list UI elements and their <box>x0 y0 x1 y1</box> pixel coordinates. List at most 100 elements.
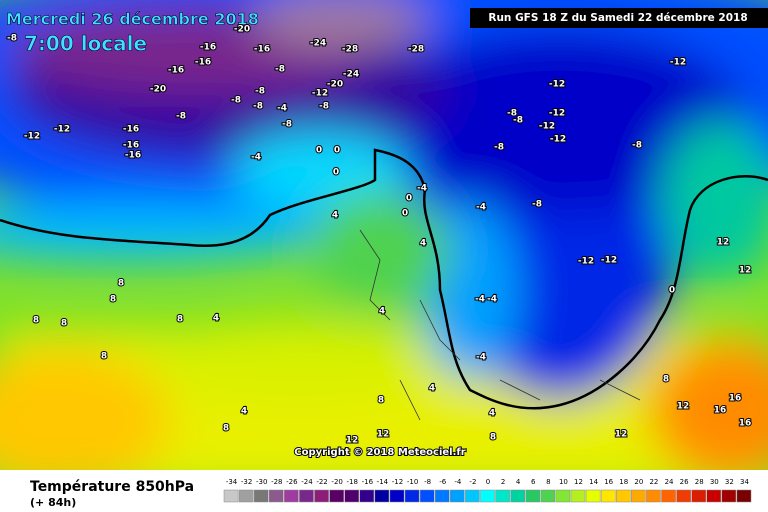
map-field <box>0 0 768 470</box>
scale-swatch <box>736 489 752 503</box>
contour-label: 8 <box>101 352 107 362</box>
contour-label: 8 <box>223 424 229 434</box>
contour-label: -20 <box>150 85 166 95</box>
contour-label: 0 <box>402 209 408 219</box>
scale-label: 10 <box>559 478 568 486</box>
contour-label: -8 <box>275 65 285 75</box>
scale-label: -6 <box>439 478 447 486</box>
contour-label: -8 <box>532 200 542 210</box>
contour-label: 12 <box>615 430 628 440</box>
scale-label: 34 <box>740 478 749 486</box>
contour-label: -4 <box>277 104 287 114</box>
contour-label: 12 <box>346 436 359 446</box>
contour-label: 0 <box>334 146 340 156</box>
contour-label: -16 <box>195 58 211 68</box>
scale-label: -2 <box>469 478 476 486</box>
contour-label: -8 <box>255 87 265 97</box>
contour-label: -4 <box>476 203 486 213</box>
scale-swatch <box>615 489 631 503</box>
contour-label: 0 <box>333 168 339 178</box>
scale-label: -16 <box>362 478 374 486</box>
contour-label: 12 <box>377 430 390 440</box>
scale-label: -12 <box>392 478 403 486</box>
contour-label: -16 <box>125 151 141 161</box>
contour-label: -12 <box>539 122 555 132</box>
contour-label: 8 <box>33 316 39 326</box>
scale-swatch <box>389 489 405 503</box>
contour-label: -24 <box>343 70 359 80</box>
scale-label: -8 <box>424 478 431 486</box>
contour-label: 4 <box>213 314 219 324</box>
scale-label: 28 <box>695 478 704 486</box>
scale-label: -24 <box>301 478 313 486</box>
contour-label: 4 <box>420 239 426 249</box>
scale-swatch <box>676 489 691 503</box>
scale-label: 26 <box>680 478 689 486</box>
contour-label: -12 <box>550 135 566 145</box>
scale-swatch <box>374 489 390 503</box>
scale-label: -4 <box>454 478 462 486</box>
contour-label: 12 <box>677 402 690 412</box>
scale-swatch <box>284 489 299 503</box>
contour-label: 8 <box>61 319 67 329</box>
scale-label: 22 <box>649 478 658 486</box>
scale-label: 16 <box>604 478 613 486</box>
time: 7:00 locale <box>24 32 147 56</box>
date: Mercredi 26 décembre 2018 <box>6 10 259 29</box>
scale-swatch <box>646 489 661 503</box>
contour-label: -4 <box>417 184 427 194</box>
scale-swatch <box>238 489 254 503</box>
scale-swatch <box>419 489 435 503</box>
scale-swatch <box>465 489 480 503</box>
scale-label: 32 <box>725 478 734 486</box>
scale-swatch <box>540 489 556 503</box>
contour-label: -16 <box>254 45 270 55</box>
scale-label: -22 <box>316 478 327 486</box>
contour-label: -12 <box>549 80 565 90</box>
contour-label: -12 <box>54 125 70 135</box>
contour-labels: -8-16-20-24-28 -28-16-16-16-20-12-12-16-1… <box>6 24 752 447</box>
run-info: Run GFS 18 Z du Samedi 22 décembre 2018 <box>488 12 747 24</box>
scale-swatch <box>555 489 571 503</box>
scale-label: -18 <box>347 478 358 486</box>
scale-swatch <box>299 489 314 503</box>
scale-label: 8 <box>546 478 550 486</box>
contour-label: 8 <box>378 396 384 406</box>
contour-label: 8 <box>118 279 124 289</box>
contour-label: -12 <box>601 256 617 266</box>
contour-label: -4 <box>475 295 485 305</box>
contour-label: 0 <box>669 286 675 296</box>
scale-swatch <box>329 489 344 503</box>
contour-label: 4 <box>489 409 495 419</box>
contour-label: -4 <box>251 153 261 163</box>
contour-label: 4 <box>379 307 385 317</box>
copyright: Copyright © 2018 Meteociel.fr <box>294 447 465 458</box>
contour-label: 16 <box>739 419 752 429</box>
contour-label: -16 <box>123 125 139 135</box>
contour-label: -16 <box>200 43 216 53</box>
scale-swatch <box>495 489 510 503</box>
scale-label: 30 <box>710 478 719 486</box>
contour-label: -8 <box>253 102 263 112</box>
contour-label: 0 <box>406 194 412 204</box>
scale-swatch <box>223 489 239 503</box>
scale-label: -14 <box>377 478 389 486</box>
contour-label: -12 <box>24 132 40 142</box>
scale-label: 18 <box>619 478 628 486</box>
contour-label: 8 <box>177 315 183 325</box>
contour-label: -8 <box>632 141 642 151</box>
scale-label: 12 <box>574 478 583 486</box>
scale-swatch <box>480 489 495 503</box>
contour-label: 4 <box>332 211 338 221</box>
contour-label: -8 <box>507 109 517 119</box>
scale-label: -26 <box>286 478 298 486</box>
contour-label: 8 <box>490 433 496 443</box>
scale-label: 20 <box>634 478 643 486</box>
scale-swatch <box>344 489 360 503</box>
contour-label: 4 <box>241 407 247 417</box>
contour-label: 12 <box>739 266 752 276</box>
scale-label: 24 <box>665 478 674 486</box>
scale-label: -30 <box>256 478 267 486</box>
